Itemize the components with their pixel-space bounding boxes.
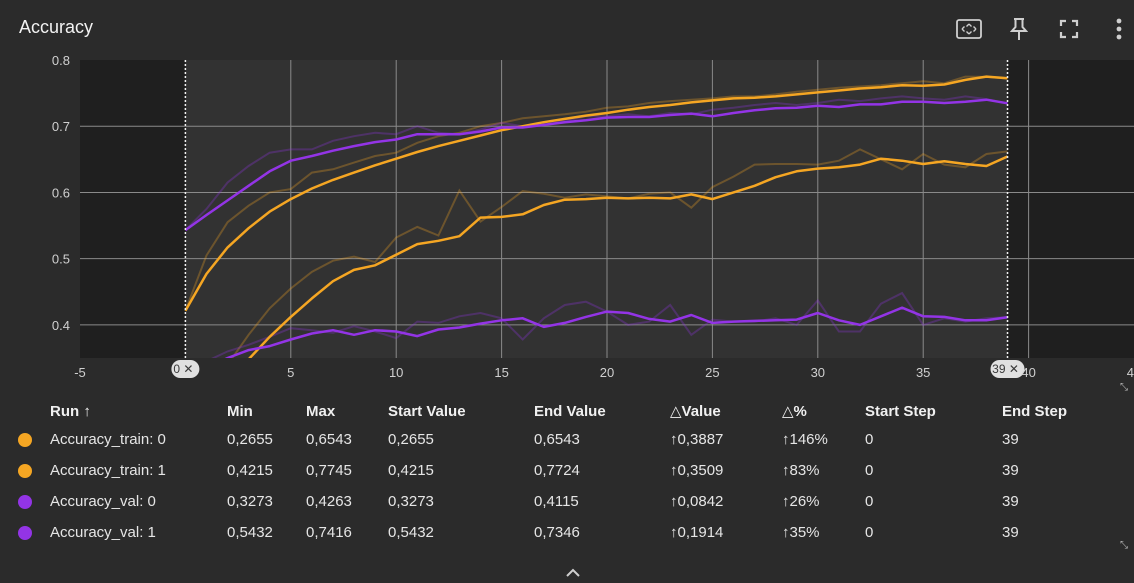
y-tick-label: 0.5 [52, 252, 70, 267]
start-step: 0 [865, 493, 874, 510]
run-color-dot[interactable] [18, 495, 32, 510]
more-vert-icon [1116, 18, 1122, 40]
min-value: 0,5432 [227, 524, 273, 541]
end-value: 0,7724 [534, 462, 580, 479]
end-step: 39 [1002, 431, 1019, 448]
delta-value: ↑0,0842 [670, 493, 724, 510]
end-value: 0,7346 [534, 524, 580, 541]
max-value: 0,7416 [306, 524, 352, 541]
smoothed-series-line [224, 306, 1008, 358]
end-step-column-header[interactable]: End Step [1002, 402, 1068, 420]
x-tick-label: 35 [916, 365, 930, 380]
delta-percent-column-header[interactable]: △% [782, 403, 807, 420]
start-step-column-header[interactable]: Start Step [865, 402, 936, 420]
x-tick-label: 15 [494, 365, 508, 380]
color-column-header [18, 398, 50, 424]
end-step: 39 [1002, 462, 1019, 479]
run-name: Accuracy_train: 0 [50, 431, 166, 448]
end-step: 39 [1002, 524, 1019, 541]
x-tick-label: 20 [600, 365, 614, 380]
delta-percent: ↑146% [782, 431, 828, 448]
min-column-header[interactable]: Min [227, 402, 253, 420]
start-value: 0,5432 [388, 524, 434, 541]
min-value: 0,4215 [227, 462, 273, 479]
min-value: 0,3273 [227, 493, 273, 510]
collapse-toggle[interactable] [565, 565, 581, 583]
selected-range-background [185, 60, 1008, 358]
min-value: 0,2655 [227, 431, 273, 448]
delta-value-column-header[interactable]: △Value [670, 403, 721, 420]
end-value: 0,4115 [534, 493, 579, 510]
start-step: 0 [865, 431, 874, 448]
run-name: Accuracy_val: 0 [50, 493, 156, 510]
range-end-handle-label: 39 ✕ [992, 362, 1019, 376]
range-start-handle-label: 0 ✕ [173, 362, 193, 376]
delta-value: ↑0,3887 [670, 431, 724, 448]
x-tick-label: 40 [1021, 365, 1035, 380]
fit-domain-button[interactable] [954, 14, 984, 44]
start-value-column-header[interactable]: Start Value [388, 402, 466, 420]
end-value-column-header[interactable]: End Value [534, 402, 606, 420]
max-value: 0,4263 [306, 493, 352, 510]
fullscreen-icon [1059, 19, 1079, 39]
delta-percent: ↑83% [782, 462, 820, 479]
table-row: Accuracy_train: 0 0,2655 0,6543 0,2655 0… [18, 424, 1102, 455]
delta-value: ↑0,1914 [670, 524, 724, 541]
run-column-header[interactable]: Run ↑ [50, 402, 91, 420]
y-tick-label: 0.8 [52, 53, 70, 68]
max-column-header[interactable]: Max [306, 402, 336, 420]
x-tick-label: -5 [74, 365, 86, 380]
run-color-dot[interactable] [18, 464, 32, 479]
raw-series-line [231, 148, 1008, 358]
max-value: 0,7745 [306, 462, 352, 479]
end-step: 39 [1002, 493, 1019, 510]
accuracy-line-chart[interactable]: 0 ✕ 39 ✕ -5 5 10 15 20 25 30 35 40 45 0.4 0.5 0.6 0.7 0… [0, 52, 1134, 392]
card-title: Accuracy [19, 17, 94, 37]
fullscreen-button[interactable] [1054, 14, 1084, 44]
run-color-dot[interactable] [18, 433, 32, 448]
table-header-row: Run ↑ Min Max Start Value End Value △Val… [18, 398, 1102, 424]
smoothed-series-line [248, 155, 1009, 358]
run-color-dot[interactable] [18, 526, 32, 541]
start-value: 0,2655 [388, 431, 434, 448]
smoothed-series-line [184, 98, 1008, 232]
y-tick-label: 0.6 [52, 185, 70, 200]
pin-button[interactable] [1004, 14, 1034, 44]
max-value: 0,6543 [306, 431, 352, 448]
x-tick-label: 45 [1127, 365, 1134, 380]
table-row: Accuracy_train: 1 0,4215 0,7745 0,4215 0… [18, 455, 1102, 486]
start-value: 0,4215 [388, 462, 434, 479]
raw-series-line [184, 75, 1008, 312]
chart-resize-icon[interactable]: ⤡ [1120, 382, 1128, 393]
x-tick-label: 10 [389, 365, 403, 380]
x-tick-label: 25 [705, 365, 719, 380]
run-name: Accuracy_val: 1 [50, 524, 156, 541]
smoothed-series-line [184, 75, 1008, 312]
table-row: Accuracy_val: 0 0,3273 0,4263 0,3273 0,4… [18, 486, 1102, 517]
range-end-handle [990, 360, 1025, 378]
x-tick-label: 30 [811, 365, 825, 380]
raw-series-line [184, 95, 1008, 231]
delta-value: ↑0,3509 [670, 462, 724, 479]
start-step: 0 [865, 462, 874, 479]
delta-percent: ↑35% [782, 524, 820, 541]
run-name: Accuracy_train: 1 [50, 462, 166, 479]
table-row: Accuracy_val: 1 0,5432 0,7416 0,5432 0,7… [18, 517, 1102, 548]
start-value: 0,3273 [388, 493, 434, 510]
table-resize-icon[interactable]: ⤡ [1120, 540, 1128, 551]
x-tick-label: 5 [287, 365, 294, 380]
end-value: 0,6543 [534, 431, 580, 448]
fit-to-screen-icon [956, 19, 982, 39]
y-tick-label: 0.4 [52, 318, 70, 333]
start-step: 0 [865, 524, 874, 541]
more-options-button[interactable] [1104, 14, 1134, 44]
pin-icon [1010, 18, 1028, 40]
runs-table: Run ↑ Min Max Start Value End Value △Val… [18, 398, 1102, 548]
range-start-handle [171, 360, 200, 378]
delta-percent: ↑26% [782, 493, 820, 510]
y-tick-label: 0.7 [52, 119, 70, 134]
chevron-up-icon [566, 568, 580, 577]
